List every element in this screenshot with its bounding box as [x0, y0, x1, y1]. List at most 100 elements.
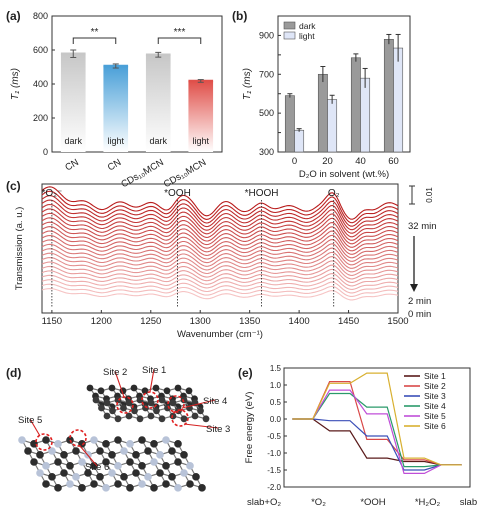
atom [141, 387, 149, 395]
legend-label-e: Site 2 [424, 381, 446, 391]
atom [150, 458, 158, 466]
y-tick-label-a: 0 [43, 147, 48, 157]
x-tick-label-b: 40 [355, 156, 366, 167]
chart-b: 300 500 700 900 T₁ (ms) 0 20 40 60 D₂O in solvent… [242, 15, 411, 180]
energy-path-site-5 [292, 389, 462, 474]
x-tick-label-c: 1300 [190, 316, 211, 327]
atom [72, 473, 80, 481]
y-tick-label-b: 300 [259, 147, 274, 157]
atom [102, 484, 110, 492]
atom [186, 462, 194, 470]
legend-label-e: Site 6 [424, 421, 446, 431]
site-pointer [183, 423, 219, 429]
atom [72, 447, 80, 455]
atom [109, 407, 116, 415]
spectrum-line-c [41, 234, 399, 259]
x-tick-label-c: 1400 [289, 316, 310, 327]
significance-label-a: *** [174, 27, 186, 38]
x-axis-label-c: Wavenumber (cm⁻¹) [177, 329, 263, 340]
y-tick-label-b: 900 [259, 30, 274, 40]
y-tick-label-a: 400 [33, 79, 48, 89]
site-pointer [149, 368, 155, 393]
atom [97, 387, 105, 395]
atom [142, 404, 149, 412]
energy-path-site-6 [292, 372, 462, 466]
atom [156, 469, 164, 477]
atom [132, 469, 140, 477]
x-tick-label-a: CN [63, 157, 81, 173]
site-pointer [181, 399, 216, 409]
atom [66, 462, 74, 470]
bar-b-dark [284, 95, 295, 153]
site-pointer [79, 445, 98, 467]
atom [103, 412, 111, 420]
legend-swatch-b [283, 31, 296, 40]
spectrum-line-c [41, 203, 399, 234]
atom [30, 458, 38, 466]
atom [102, 458, 110, 466]
spectrum-line-c [41, 221, 399, 248]
scale-bar-label-c: 0.01 [425, 187, 434, 203]
bar-label-a: light [192, 136, 209, 146]
y-tick-label-e: -1.0 [267, 449, 281, 458]
atom [42, 462, 50, 470]
x-axis-label-b: D₂O in solvent (wt.%) [299, 169, 389, 180]
atom [114, 436, 122, 444]
spectrum-line-c [41, 265, 399, 283]
y-tick-label-b: 500 [259, 108, 274, 118]
y-axis-label-b: T₁ (ms) [242, 68, 253, 100]
atom [54, 484, 62, 492]
atom [180, 451, 188, 459]
atom [138, 462, 146, 470]
x-state-label-e: *H₂O₂ [415, 497, 441, 508]
site-pointer [114, 370, 125, 398]
atom [78, 458, 86, 466]
x-tick-label-c: 1150 [42, 316, 62, 327]
atom [60, 469, 68, 477]
x-tick-label-c: 1250 [140, 316, 161, 327]
atom [202, 415, 210, 423]
atom [126, 484, 134, 492]
atom [114, 480, 122, 488]
peak-label-c: *HOOH [245, 188, 279, 199]
legend-swatch-b [283, 21, 296, 30]
chart-c: 1150 1200 1250 1300 1350 1400 1450 1500 Wavenumb… [14, 183, 437, 340]
time-label-c: 0 min [408, 309, 431, 320]
atom [138, 436, 146, 444]
y-axis-label-c: Transmission (a. u.) [14, 207, 25, 291]
atom [174, 484, 182, 492]
spectrum-line-c [41, 270, 399, 287]
spectrum-line-c [41, 257, 399, 276]
atom [66, 480, 74, 488]
y-axis-label-e: Free energy (eV) [244, 392, 255, 464]
peak-label-c: O₂ [328, 188, 340, 199]
x-tick-label-b: 0 [292, 156, 297, 167]
site-marker [69, 429, 87, 447]
atom [54, 440, 62, 448]
energy-path-site-1 [292, 418, 462, 466]
atom [130, 384, 138, 392]
bar-a [188, 80, 214, 152]
x-tick-label-c: 1200 [91, 316, 112, 327]
atom [174, 440, 182, 448]
site-marker [116, 396, 134, 414]
spectrum-line-c [41, 226, 399, 252]
atom [198, 484, 206, 492]
peak-label-c: *O₂⁻ [41, 188, 62, 199]
atom [108, 469, 116, 477]
atom [48, 473, 56, 481]
time-arrow-head-c [410, 284, 418, 292]
atom [24, 447, 32, 455]
atom [125, 412, 133, 420]
time-label-c: 2 min [408, 296, 431, 307]
spectrum-line-c [41, 288, 399, 301]
significance-bracket-a [72, 37, 117, 44]
atom [90, 480, 98, 488]
atom [96, 473, 104, 481]
spectrum-line-c [41, 239, 399, 262]
y-tick-label-a: 200 [33, 113, 48, 123]
panel-label-c: (c) [6, 179, 21, 193]
atom [126, 440, 134, 448]
y-tick-label-e: -2.0 [267, 483, 281, 492]
x-state-label-e: *O₂ [311, 497, 326, 508]
